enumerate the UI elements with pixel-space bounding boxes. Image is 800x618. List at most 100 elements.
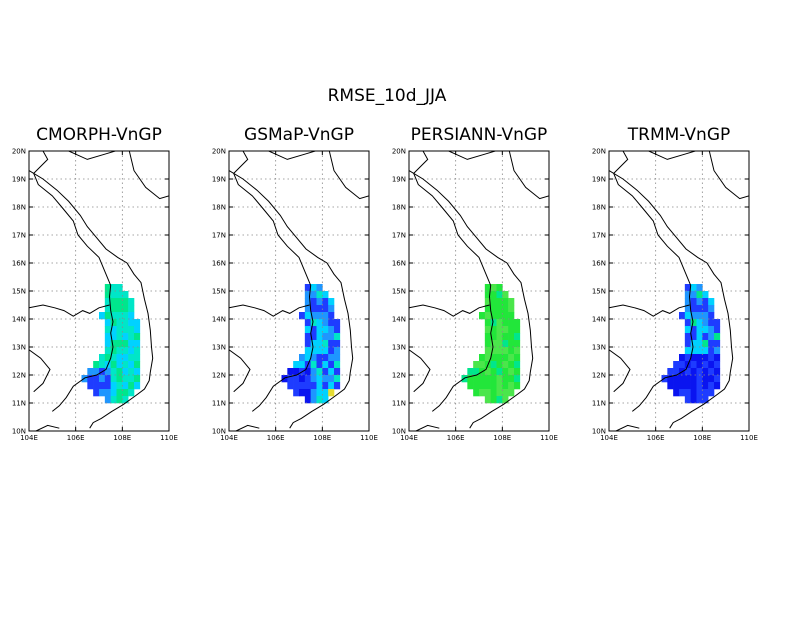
rmse-cell <box>316 389 323 397</box>
rmse-cell <box>496 368 503 376</box>
rmse-cell <box>684 319 691 327</box>
rmse-cell <box>128 389 135 397</box>
rmse-cell <box>293 389 300 397</box>
rmse-cell <box>93 361 100 369</box>
rmse-cell <box>134 326 141 334</box>
rmse-cell <box>110 312 117 320</box>
rmse-cell <box>484 396 491 404</box>
rmse-cell <box>484 354 491 362</box>
rmse-cell <box>684 312 691 320</box>
rmse-cell <box>684 333 691 341</box>
rmse-cell <box>322 305 329 313</box>
rmse-cell <box>508 340 515 348</box>
rmse-cell <box>490 361 497 369</box>
lat-tick-label: 20N <box>212 148 226 156</box>
rmse-cell <box>128 305 135 313</box>
rmse-cell <box>304 354 311 362</box>
rmse-cell <box>104 382 111 390</box>
rmse-cell <box>490 326 497 334</box>
figure-title: RMSE_10d_JJA <box>328 86 447 106</box>
rmse-cell <box>484 298 491 306</box>
rmse-cell <box>87 382 94 390</box>
rmse-cell <box>684 298 691 306</box>
rmse-cell <box>293 368 300 376</box>
rmse-cell <box>87 368 94 376</box>
rmse-cell <box>116 340 123 348</box>
rmse-cell <box>484 305 491 313</box>
rmse-cell <box>702 305 709 313</box>
rmse-cell <box>684 284 691 292</box>
rmse-cell <box>110 354 117 362</box>
lat-tick-label: 19N <box>592 176 606 184</box>
rmse-cell <box>104 312 111 320</box>
rmse-cell <box>508 319 515 327</box>
rmse-cell <box>514 368 521 376</box>
rmse-cell <box>316 354 323 362</box>
rmse-cell <box>690 368 697 376</box>
rmse-cell <box>508 347 515 355</box>
rmse-cell <box>684 382 691 390</box>
lon-tick-label: 108E <box>493 434 511 442</box>
rmse-cell <box>714 368 721 376</box>
rmse-cell <box>122 291 129 299</box>
rmse-cell <box>714 333 721 341</box>
rmse-cell <box>116 382 123 390</box>
country-border <box>328 151 369 200</box>
rmse-cell <box>690 305 697 313</box>
rmse-cell <box>304 284 311 292</box>
rmse-cell <box>473 382 480 390</box>
rmse-cell <box>508 354 515 362</box>
rmse-cell <box>322 326 329 334</box>
panel-title-gsmap: GSMaP-VnGP <box>244 125 354 145</box>
rmse-cell <box>696 382 703 390</box>
rmse-cell <box>99 382 106 390</box>
country-border <box>415 424 440 431</box>
coastline <box>609 170 734 429</box>
rmse-cell <box>484 284 491 292</box>
rmse-cell <box>316 382 323 390</box>
rmse-cell <box>122 354 129 362</box>
rmse-cell <box>310 368 317 376</box>
rmse-cell <box>304 312 311 320</box>
rmse-cell <box>310 361 317 369</box>
lat-tick-label: 15N <box>392 288 406 296</box>
country-border <box>235 424 260 431</box>
map-panel-trmm: TRMM-VnGP 10N 11N 12N 13N 14N 15N 16N 17N 18N 19N 2… <box>592 125 758 442</box>
lat-tick-label: 19N <box>392 176 406 184</box>
lon-tick-label: 106E <box>647 434 665 442</box>
rmse-cell <box>116 396 123 404</box>
rmse-cell <box>696 354 703 362</box>
rmse-cell <box>514 382 521 390</box>
rmse-cell <box>299 312 306 320</box>
rmse-cell <box>684 326 691 334</box>
rmse-cell <box>110 361 117 369</box>
lon-tick-label: 104E <box>20 434 38 442</box>
lat-tick-label: 17N <box>212 232 226 240</box>
rmse-cell <box>696 291 703 299</box>
rmse-cell <box>128 368 135 376</box>
rmse-cell <box>322 396 329 404</box>
lon-tick-label: 110E <box>740 434 758 442</box>
rmse-cell <box>287 375 294 383</box>
rmse-cell <box>322 347 329 355</box>
rmse-cell <box>316 368 323 376</box>
rmse-cell <box>467 368 474 376</box>
map-panels: CMORPH-VnGP 10N 11N 12N 13N 14N 15N 16N 17N 18N 19… <box>12 125 758 442</box>
rmse-cell <box>116 389 123 397</box>
rmse-cell <box>328 305 335 313</box>
rmse-cell <box>287 382 294 390</box>
rmse-cell <box>134 368 141 376</box>
lat-tick-label: 20N <box>592 148 606 156</box>
rmse-cell <box>467 382 474 390</box>
rmse-cell <box>479 389 486 397</box>
rmse-cell <box>316 305 323 313</box>
lat-tick-label: 11N <box>592 400 606 408</box>
country-border <box>648 151 696 160</box>
rmse-cell <box>93 389 100 397</box>
map-panel-gsmap: GSMaP-VnGP 10N 11N 12N 13N 14N 15N 16N 17N 18N 19N… <box>212 125 378 442</box>
rmse-cell <box>684 354 691 362</box>
lat-tick-label: 16N <box>12 260 26 268</box>
rmse-cell <box>104 340 111 348</box>
lat-tick-label: 16N <box>212 260 226 268</box>
rmse-cell <box>316 347 323 355</box>
